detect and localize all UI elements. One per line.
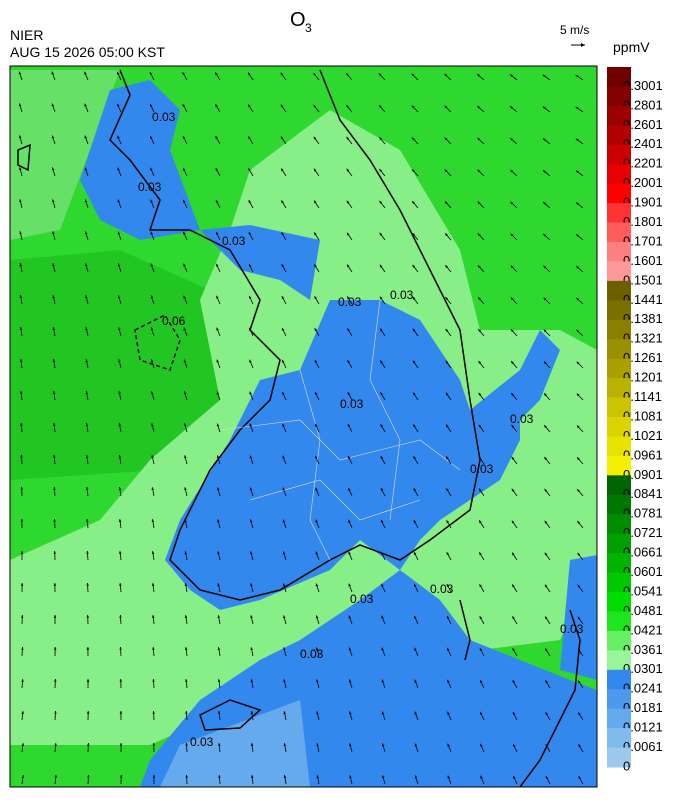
contour-label: 0.03: [190, 735, 214, 749]
contour-label: 0.03: [138, 180, 162, 194]
colorbar: 0.30010.28010.26010.24010.22010.20010.19…: [607, 67, 663, 773]
datetime: AUG 15 2026 05:00 KST: [10, 44, 165, 60]
agency: NIER: [10, 27, 43, 43]
contour-label: 0.03: [430, 582, 454, 596]
title-subscript: 3: [305, 21, 312, 35]
contour-label: 0.03: [470, 462, 494, 476]
contour-label: 0.03: [350, 592, 374, 606]
contour-label: 0.03: [300, 647, 324, 661]
colorbar-unit: ppmV: [613, 39, 650, 55]
contour-label: 0.03: [338, 295, 362, 309]
wind-scale-arrow: [571, 43, 585, 47]
title: O: [290, 9, 306, 31]
contour-label: 0.03: [560, 622, 584, 636]
contour-label: 0.03: [222, 234, 246, 248]
contour-label: 0.03: [390, 288, 414, 302]
colorbar-label: 0: [623, 758, 630, 773]
contour-label: 0.03: [340, 397, 364, 411]
wind-scale-label: 5 m/s: [560, 23, 589, 37]
contour-label: 0.06: [162, 314, 186, 328]
map: 0.03 0.03 0.03 0.03 0.03 0.03 0.03 0.03 …: [10, 66, 597, 787]
contour-label: 0.03: [152, 110, 176, 124]
contour-label: 0.03: [510, 412, 534, 426]
